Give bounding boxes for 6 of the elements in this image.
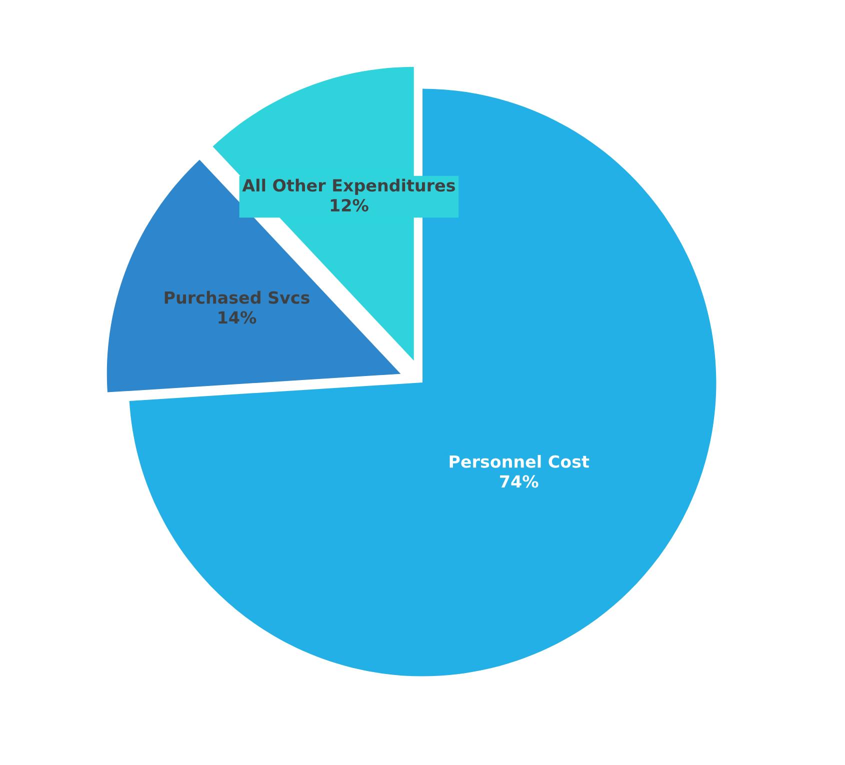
data-label: 74% <box>500 475 538 488</box>
slice-label: Purchased Svcs <box>164 290 310 304</box>
slice-label: Personnel Cost <box>450 454 590 468</box>
data-label: 12% <box>330 198 368 212</box>
data-label: 14% <box>218 311 256 324</box>
slice-label: All Other Expenditures <box>242 178 455 195</box>
